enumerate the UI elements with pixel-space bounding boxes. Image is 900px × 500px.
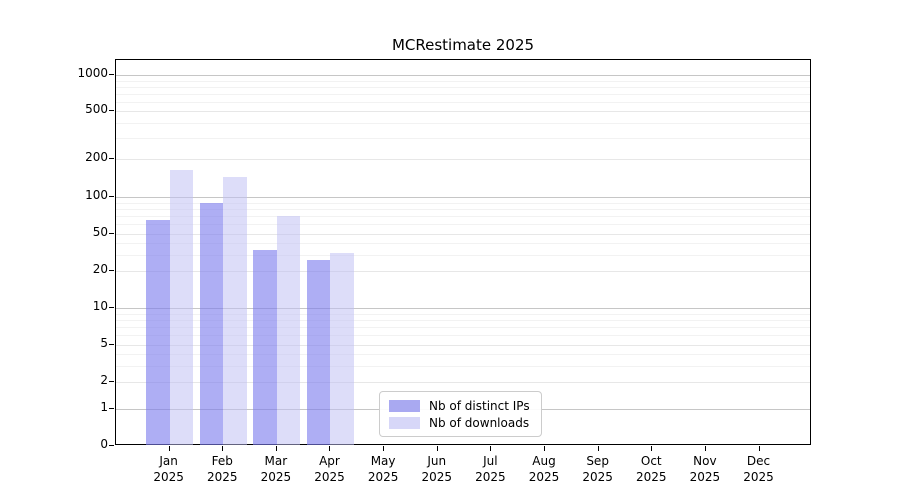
x-tick: [651, 446, 653, 451]
bar-downloads: [223, 176, 247, 445]
chart-title: MCRestimate 2025: [391, 36, 535, 54]
y-tick: [109, 110, 114, 112]
gridline: [116, 111, 810, 113]
x-tick: [329, 446, 331, 451]
y-tick-label: 20: [92, 262, 108, 276]
x-tick-label: Sep 2025: [582, 454, 613, 484]
y-tick-label: 1: [100, 399, 108, 414]
minor-gridline: [116, 354, 810, 355]
minor-gridline: [116, 138, 810, 140]
x-tick-label: Oct 2025: [635, 454, 667, 484]
x-tick: [222, 446, 224, 451]
minor-gridline: [116, 243, 810, 244]
bar-distinct-ips: [306, 260, 331, 445]
legend-label-distinct-ips: Nb of distinct IPs: [429, 398, 530, 413]
y-tick: [109, 270, 114, 271]
minor-gridline: [116, 86, 810, 88]
gridline: [116, 271, 810, 272]
y-tick-label: 100: [85, 188, 108, 202]
bar-distinct-ips: [199, 202, 224, 445]
legend-label-downloads: Nb of downloads: [429, 415, 530, 430]
x-tick: [490, 446, 492, 451]
x-tick: [436, 446, 438, 451]
minor-gridline: [116, 224, 810, 226]
minor-gridline: [116, 319, 810, 321]
x-tick-label: May 2025: [367, 454, 399, 484]
bar-distinct-ips: [253, 249, 277, 445]
gridline: [116, 234, 810, 235]
legend-item-distinct-ips: Nb of distinct IPs: [389, 398, 532, 413]
gridline: [116, 159, 810, 161]
legend-swatch-downloads-icon: [389, 416, 420, 429]
y-tick-label: 500: [85, 102, 108, 117]
minor-gridline: [116, 202, 810, 204]
y-tick: [109, 158, 114, 160]
x-tick-label: Jun 2025: [421, 454, 453, 484]
x-tick: [758, 446, 760, 451]
x-tick-label: Dec 2025: [743, 454, 774, 484]
bar-downloads: [276, 216, 301, 445]
y-tick: [109, 407, 114, 409]
y-tick-label: 1000: [77, 66, 108, 80]
legend-swatch-distinct-ips-icon: [389, 399, 420, 412]
x-tick: [275, 446, 277, 451]
gridline: [116, 345, 810, 346]
x-tick: [597, 446, 599, 451]
x-tick-label: Mar 2025: [260, 454, 292, 484]
minor-gridline: [116, 327, 810, 329]
minor-gridline: [116, 208, 810, 210]
minor-gridline: [116, 216, 810, 218]
y-tick-label: 2: [100, 373, 108, 387]
plot-area: [115, 59, 811, 445]
x-tick: [544, 446, 545, 451]
minor-gridline: [116, 365, 810, 367]
y-tick: [109, 196, 114, 197]
minor-gridline: [116, 80, 810, 82]
x-tick-label: Apr 2025: [314, 454, 345, 484]
y-tick: [109, 307, 114, 308]
x-tick: [168, 446, 170, 451]
y-tick: [109, 344, 114, 345]
y-tick-label: 200: [85, 150, 108, 165]
y-tick-label: 0: [100, 437, 108, 451]
x-tick: [383, 446, 385, 451]
x-tick-label: Nov 2025: [689, 454, 721, 484]
bar-distinct-ips: [146, 219, 170, 445]
decade-gridline: [116, 308, 810, 309]
x-tick-label: Jul 2025: [475, 454, 506, 484]
minor-gridline: [116, 101, 810, 103]
bar-downloads: [330, 253, 354, 445]
minor-gridline: [116, 313, 810, 315]
minor-gridline: [116, 122, 810, 124]
decade-gridline: [116, 197, 810, 198]
y-tick: [109, 74, 114, 75]
y-tick-label: 10: [92, 299, 108, 313]
y-tick-label: 50: [92, 225, 108, 239]
y-tick: [109, 233, 114, 234]
gridline: [116, 382, 810, 383]
bar-downloads: [169, 169, 194, 445]
minor-gridline: [116, 254, 810, 256]
y-tick: [109, 445, 114, 446]
minor-gridline: [116, 335, 810, 337]
y-tick: [109, 381, 114, 382]
x-tick-label: Jan 2025: [153, 454, 184, 484]
decade-gridline: [116, 75, 810, 76]
minor-gridline: [116, 93, 810, 95]
x-tick: [704, 446, 706, 451]
y-tick-label: 5: [100, 336, 108, 350]
legend-item-downloads: Nb of downloads: [389, 415, 532, 430]
legend: Nb of distinct IPs Nb of downloads: [379, 391, 542, 437]
x-tick-label: Feb 2025: [206, 454, 238, 484]
x-tick-label: Aug 2025: [528, 454, 560, 484]
